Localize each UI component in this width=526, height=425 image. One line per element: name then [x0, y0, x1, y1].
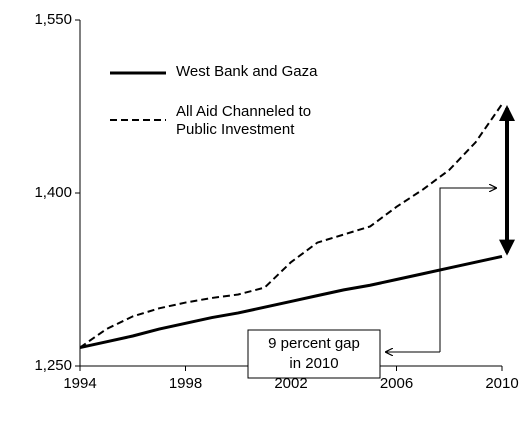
y-tick-label: 1,400: [34, 184, 72, 201]
y-tick-label: 1,550: [34, 11, 72, 28]
x-tick-label: 2006: [380, 375, 413, 392]
x-tick-label: 1998: [169, 375, 202, 392]
legend-label: All Aid Channeled to Public Investment: [176, 103, 312, 138]
legend-label: West Bank and Gaza: [176, 63, 318, 80]
annotation-box: [247, 329, 381, 379]
series-line: [79, 103, 503, 349]
annotation-text: in 2010: [289, 355, 338, 372]
annotation-text: 9 percent gap: [268, 335, 360, 352]
callout: [439, 188, 496, 352]
x-tick-label: 2010: [485, 375, 518, 392]
x-tick-label: 1994: [63, 375, 96, 392]
y-tick-label: 1,250: [34, 357, 72, 374]
x-tick-label: 2002: [274, 375, 307, 392]
series-line: [79, 254, 503, 350]
